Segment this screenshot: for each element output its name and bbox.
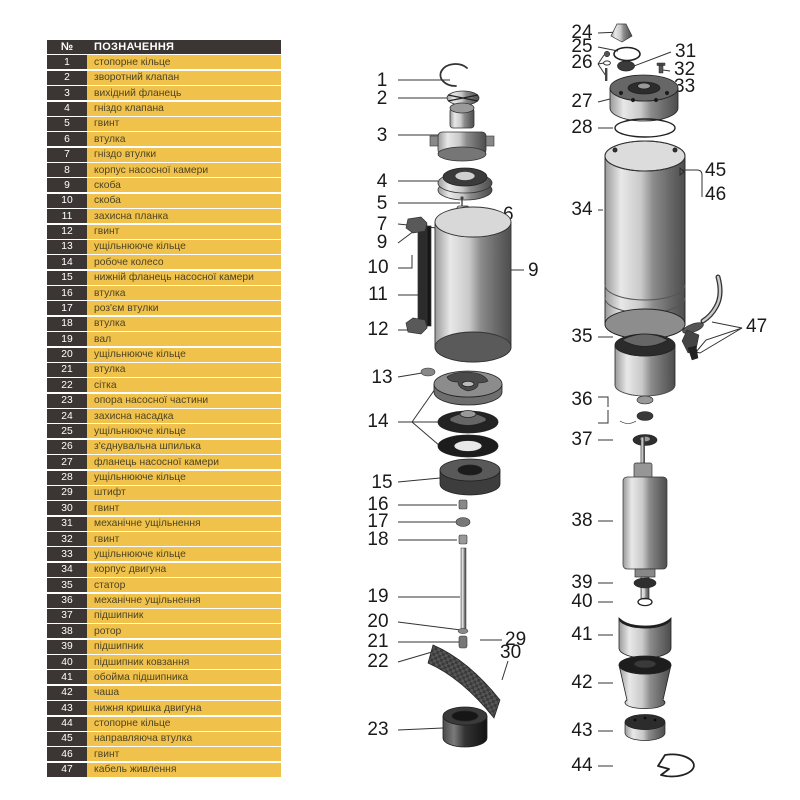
svg-text:9: 9 bbox=[528, 260, 539, 281]
svg-text:34: 34 bbox=[571, 199, 593, 220]
svg-text:20: 20 bbox=[367, 611, 388, 632]
svg-text:10: 10 bbox=[367, 257, 388, 278]
svg-text:26: 26 bbox=[571, 52, 592, 73]
svg-text:46: 46 bbox=[705, 184, 726, 205]
svg-text:9: 9 bbox=[377, 232, 388, 253]
svg-text:18: 18 bbox=[367, 529, 388, 550]
svg-text:40: 40 bbox=[571, 591, 592, 612]
svg-text:12: 12 bbox=[367, 319, 388, 340]
svg-text:19: 19 bbox=[367, 586, 388, 607]
svg-text:37: 37 bbox=[571, 429, 592, 450]
svg-text:45: 45 bbox=[705, 160, 726, 181]
svg-text:39: 39 bbox=[571, 572, 592, 593]
svg-text:14: 14 bbox=[367, 411, 389, 432]
svg-text:36: 36 bbox=[571, 389, 592, 410]
svg-text:15: 15 bbox=[371, 472, 392, 493]
svg-text:27: 27 bbox=[571, 91, 592, 112]
svg-text:22: 22 bbox=[367, 651, 388, 672]
svg-text:35: 35 bbox=[571, 326, 592, 347]
svg-text:41: 41 bbox=[571, 624, 592, 645]
svg-text:5: 5 bbox=[377, 193, 388, 214]
svg-text:44: 44 bbox=[571, 755, 593, 776]
svg-text:11: 11 bbox=[368, 284, 388, 305]
svg-text:2: 2 bbox=[377, 88, 388, 109]
svg-text:21: 21 bbox=[367, 631, 388, 652]
svg-text:47: 47 bbox=[746, 316, 767, 337]
svg-text:38: 38 bbox=[571, 510, 592, 531]
svg-text:23: 23 bbox=[367, 719, 388, 740]
svg-text:3: 3 bbox=[377, 125, 388, 146]
svg-text:13: 13 bbox=[371, 367, 392, 388]
svg-text:4: 4 bbox=[377, 171, 388, 192]
svg-text:43: 43 bbox=[571, 720, 592, 741]
svg-text:28: 28 bbox=[571, 117, 592, 138]
svg-text:30: 30 bbox=[500, 642, 521, 663]
svg-text:42: 42 bbox=[571, 672, 592, 693]
